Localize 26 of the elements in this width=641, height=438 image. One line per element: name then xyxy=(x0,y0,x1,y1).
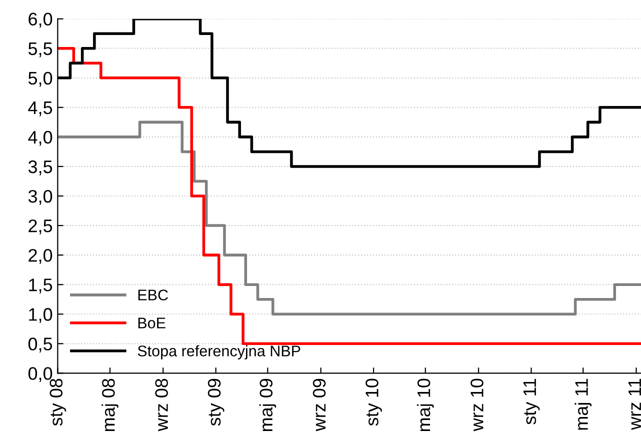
x-tick-label: sty 10 xyxy=(366,378,382,426)
legend-label: Stopa referencyjna NBP xyxy=(138,345,300,360)
y-tick-label: 5,5 xyxy=(28,42,52,58)
x-tick-label: maj 11 xyxy=(574,378,592,430)
x-tick-label: sty 09 xyxy=(208,378,224,426)
x-tick-label: wrz 11 xyxy=(628,378,641,430)
y-tick-label: 1,0 xyxy=(29,308,52,323)
y-tick-label: 3,5 xyxy=(28,160,52,176)
y-tick-label: 6,0 xyxy=(28,12,52,28)
y-tick-label: 4,0 xyxy=(28,130,52,146)
y-tick-label: 2,5 xyxy=(28,219,52,234)
x-tick-label: sty 11 xyxy=(524,378,540,424)
y-tick-label: 1,5 xyxy=(29,278,52,294)
y-tick-label: 4,5 xyxy=(28,102,52,116)
legend-label: BoE xyxy=(138,318,166,328)
x-tick-label: maj 08 xyxy=(102,378,118,432)
x-tick-label: wrz 10 xyxy=(470,378,484,432)
y-tick-label: 2,0 xyxy=(28,248,52,264)
x-tick-label: wrz 09 xyxy=(312,378,326,432)
y-tick-label: 0,5 xyxy=(28,338,52,352)
legend-label: EBC xyxy=(138,290,168,300)
y-tick-label: 5,0 xyxy=(28,72,52,87)
x-tick-label: wrz 08 xyxy=(155,378,168,432)
x-tick-label: maj 09 xyxy=(259,378,276,432)
x-tick-label: maj 10 xyxy=(416,378,434,432)
y-tick-label: 3,0 xyxy=(28,190,52,205)
